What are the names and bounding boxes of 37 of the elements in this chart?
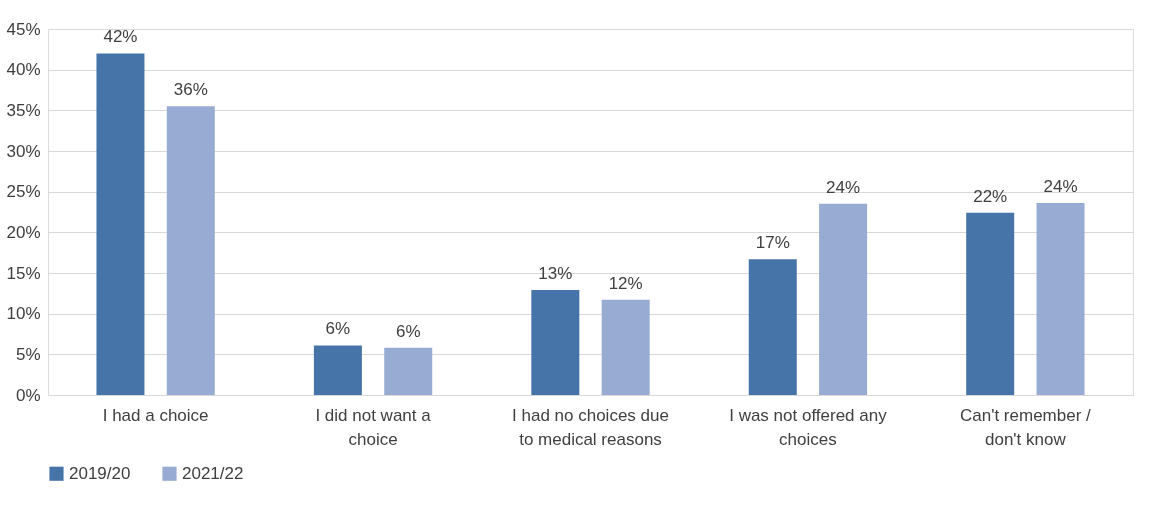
y-tick-label: 45% bbox=[6, 19, 41, 39]
y-tick-label: 15% bbox=[6, 263, 41, 283]
x-tick-label: I had a choice bbox=[102, 405, 209, 425]
bar bbox=[384, 347, 433, 395]
y-tick-label: 5% bbox=[15, 344, 41, 364]
data-label: 13% bbox=[538, 264, 573, 284]
x-tick-label: I did not want a choice bbox=[315, 405, 432, 449]
bar bbox=[819, 203, 868, 395]
y-tick-label: 25% bbox=[6, 182, 41, 202]
bar bbox=[1036, 203, 1085, 395]
y-tick-label: 40% bbox=[6, 60, 41, 80]
bar bbox=[313, 345, 362, 395]
data-label: 12% bbox=[608, 273, 643, 293]
data-label: 42% bbox=[103, 27, 138, 47]
bar bbox=[166, 106, 215, 395]
data-label: 24% bbox=[826, 177, 861, 197]
data-label: 22% bbox=[973, 186, 1008, 206]
y-tick-label: 10% bbox=[6, 304, 41, 324]
data-label: 6% bbox=[325, 319, 351, 339]
bar bbox=[748, 259, 797, 395]
legend-label: 2019/20 bbox=[69, 463, 131, 483]
data-label: 24% bbox=[1043, 177, 1078, 197]
bar bbox=[531, 290, 580, 395]
x-tick-label: I was not offered any choices bbox=[729, 405, 888, 449]
data-label: 17% bbox=[755, 233, 790, 253]
y-tick-label: 30% bbox=[6, 141, 41, 161]
bar bbox=[601, 299, 650, 395]
bar bbox=[966, 212, 1015, 395]
bar bbox=[96, 53, 145, 395]
x-tick-label: I had no choices due to medical reasons bbox=[512, 405, 669, 449]
y-tick-label: 0% bbox=[15, 385, 41, 405]
y-tick-label: 35% bbox=[6, 100, 41, 120]
data-label: 6% bbox=[395, 321, 421, 341]
y-tick-label: 20% bbox=[6, 222, 41, 242]
x-tick-label: Can't remember / don't know bbox=[959, 405, 1092, 449]
data-label: 36% bbox=[173, 80, 208, 100]
legend-label: 2021/22 bbox=[182, 463, 244, 483]
